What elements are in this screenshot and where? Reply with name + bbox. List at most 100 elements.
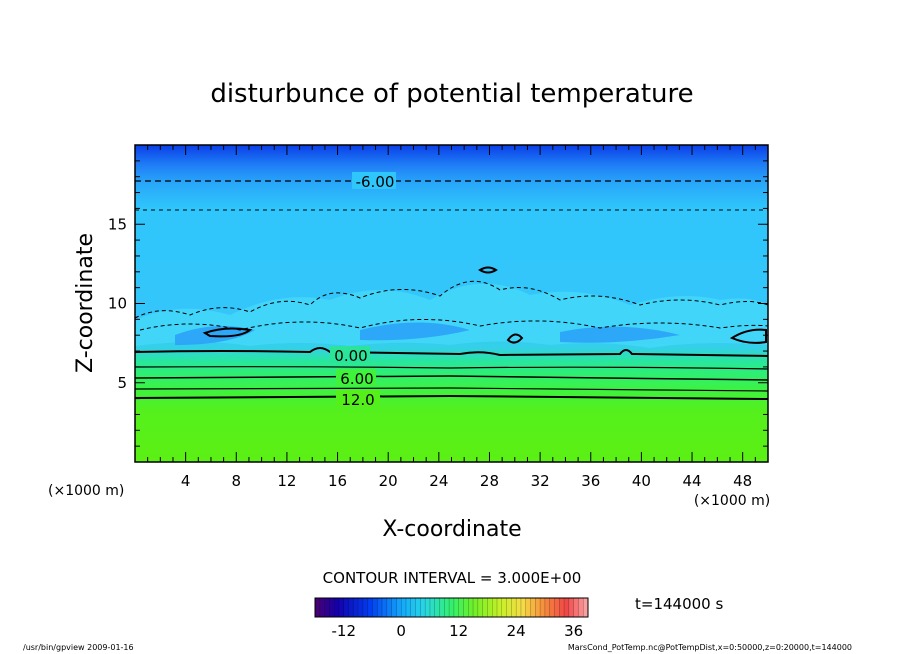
x-unit-left: (×1000 m) (48, 483, 124, 499)
colorbar-cell (578, 598, 584, 617)
colorbar-cell (497, 598, 503, 617)
x-tick-label: 28 (480, 472, 499, 490)
chart-title: disturbunce of potential temperature (210, 79, 693, 109)
colorbar-cell (477, 598, 483, 617)
colorbar-cell (334, 598, 340, 617)
colorbar-cell (482, 598, 488, 617)
colorbar-cell (372, 598, 378, 617)
colorbar-cell (382, 598, 388, 617)
colorbar-cell (444, 598, 450, 617)
contour-label-minus6: -6.00 (356, 173, 395, 191)
colorbar-cell (549, 598, 555, 617)
colorbar-cell (420, 598, 426, 617)
contour-zero (135, 347, 768, 357)
colorbar-cell (583, 598, 589, 617)
colorbar-cell (573, 598, 579, 617)
x-tick-label: 40 (632, 472, 651, 490)
colorbar-cell (406, 598, 412, 617)
colorbar-cell (468, 598, 474, 617)
colorbar-cell (535, 598, 541, 617)
colorbar-cell (449, 598, 455, 617)
contour-label-bg-plus12 (336, 390, 380, 407)
colorbar-cell (492, 598, 498, 617)
contour-labels: -6.00 0.00 6.00 12.0 (330, 172, 396, 409)
x-tick-label: 44 (682, 472, 701, 490)
colorbar-cell (516, 598, 522, 617)
colorbar-cell (559, 598, 565, 617)
contour-closed-3 (729, 328, 767, 344)
x-tick-label: 20 (379, 472, 398, 490)
contour-label-plus6: 6.00 (340, 370, 373, 388)
contour-plus9 (135, 387, 768, 392)
x-tick-label: 4 (181, 472, 191, 490)
y-axis-ticks: 5 10 15 (108, 160, 768, 447)
colorbar-tick-label: 36 (564, 622, 583, 640)
contour-label-bg-zero (330, 346, 370, 363)
colorbar-cell (439, 598, 445, 617)
contour-dashed-wavy-1 (135, 280, 768, 319)
colorbar-cell (353, 598, 359, 617)
contour-label-bg-plus6 (336, 369, 376, 386)
colorbar-cell (329, 598, 335, 617)
colorbar-tick-label: -12 (331, 622, 356, 640)
colorbar-ticks: -12 0 12 24 36 (331, 622, 583, 640)
colorbar-cell (410, 598, 416, 617)
colorbar-cell (425, 598, 431, 617)
contour-lines (135, 180, 768, 400)
x-tick-label: 8 (232, 472, 242, 490)
colorbar-cell (564, 598, 570, 617)
colorbar-cell (506, 598, 512, 617)
x-tick-label: 16 (328, 472, 347, 490)
colorbar-cell (401, 598, 407, 617)
colorbar-cell (367, 598, 373, 617)
plot-area: -6.00 0.00 6.00 12.0 (135, 145, 768, 462)
y-axis-label: Z-coordinate (73, 233, 98, 373)
colorbar-cell (429, 598, 436, 617)
colorbar-cell (415, 598, 421, 617)
footer-right: MarsCond_PotTemp.nc@PotTempDist,x=0:5000… (568, 643, 852, 652)
colorbar-cell (568, 598, 574, 617)
colorbar-cell (358, 598, 364, 617)
contour-plus3 (135, 366, 768, 370)
colorbar-cell (315, 598, 321, 617)
x-tick-label: 36 (581, 472, 600, 490)
colorbar-cell (530, 598, 536, 617)
colorbar (315, 598, 589, 617)
contour-closed-4 (478, 266, 498, 274)
colorbar-cell (540, 598, 546, 617)
colorbar-cell (487, 598, 493, 617)
colorbar-cell (525, 598, 531, 617)
colorbar-cell (319, 598, 325, 617)
colorbar-cell (362, 598, 368, 617)
x-tick-label: 12 (277, 472, 296, 490)
colorbar-cell (386, 598, 392, 617)
colorbar-cell (391, 598, 397, 617)
colorbar-tick-label: 12 (449, 622, 468, 640)
contour-plus6 (135, 375, 768, 381)
x-axis-ticks: 4 8 12 16 20 24 28 32 36 40 44 48 (147, 145, 756, 490)
colorbar-cell (348, 598, 354, 617)
time-text: t=144000 s (635, 595, 723, 613)
colorbar-cell (544, 598, 550, 617)
footer-left: /usr/bin/gpview 2009-01-16 (23, 643, 134, 652)
colorbar-cell (343, 598, 349, 617)
colorbar-cell (520, 598, 527, 617)
colorbar-cell (473, 598, 479, 617)
colorbar-cell (511, 598, 517, 617)
colorbar-frame (314, 597, 589, 618)
colorbar-tick-label: 24 (507, 622, 526, 640)
y-tick-label: 15 (108, 215, 127, 233)
cold-patches (175, 322, 680, 345)
colorbar-cell (338, 598, 345, 617)
x-tick-label: 24 (429, 472, 448, 490)
y-tick-label: 10 (108, 295, 127, 313)
contour-dashed-wavy-2 (139, 319, 768, 331)
colorbar-cell (377, 598, 383, 617)
x-axis-label: X-coordinate (382, 517, 521, 542)
contour-label-zero: 0.00 (334, 347, 367, 365)
x-tick-label: 48 (733, 472, 752, 490)
colorbar-cell (396, 598, 402, 617)
contour-label-bg-minus6 (352, 172, 396, 189)
x-tick-label: 32 (531, 472, 550, 490)
